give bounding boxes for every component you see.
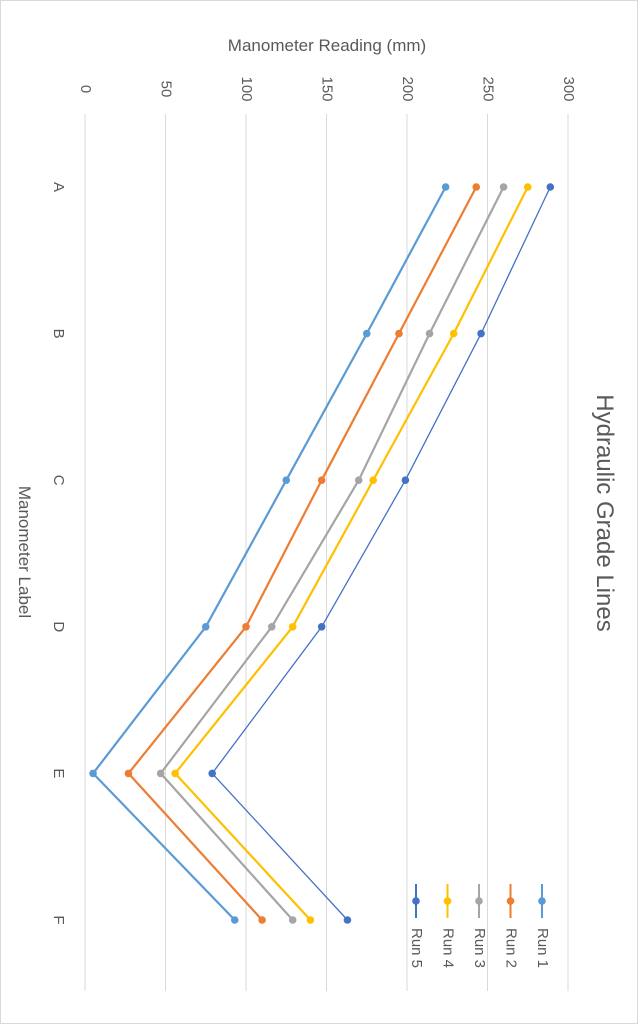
data-point [354,476,363,485]
data-point [306,916,315,924]
value-tick-label: 200 [399,76,416,101]
data-point [362,329,371,338]
data-point [369,476,377,485]
value-axis-title: Manometer Reading (mm) [228,36,426,55]
data-point [208,769,216,778]
data-point [499,183,508,191]
data-point [317,476,326,485]
legend-label: Run 5 [408,928,425,968]
data-point [472,183,481,191]
data-point [449,329,458,338]
series-line-run-4 [174,186,529,921]
legend-label: Run 2 [503,928,520,968]
series-line-run-1 [91,186,447,921]
data-point [258,916,266,924]
legend-label: Run 3 [471,928,488,968]
data-point [477,329,485,338]
value-tick-label: 250 [480,76,497,101]
data-point [441,183,450,191]
data-point [288,916,297,924]
series-line-run-5 [211,186,551,921]
data-point [242,623,250,631]
chart-title: Hydraulic Grade Lines [591,394,618,631]
legend-swatch-marker [506,897,515,905]
data-point [171,769,179,778]
value-tick-label: 0 [77,85,94,93]
data-point [124,769,133,778]
legend-swatch-marker [475,897,483,905]
legend-swatch-marker [412,897,420,905]
legend-label: Run 1 [534,928,551,968]
data-point [201,623,210,631]
category-tick-label: C [50,475,67,486]
series-line-run-2 [127,186,478,921]
category-axis-title: Manometer Label [15,486,34,618]
data-point [288,623,297,631]
data-point [395,329,403,338]
data-point [401,476,410,485]
value-tick-label: 150 [319,76,336,101]
category-tick-label: F [50,915,67,924]
data-point [230,916,239,924]
data-point [156,769,165,778]
data-point [546,183,555,191]
value-tick-label: 100 [238,76,255,101]
legend-swatch-marker [538,897,546,905]
category-tick-label: B [50,329,67,339]
data-point [523,183,532,191]
legend-label: Run 4 [440,928,457,968]
data-point [282,476,291,485]
category-tick-label: A [50,182,67,192]
value-tick-label: 50 [158,81,175,98]
data-point [89,769,97,778]
value-tick-label: 300 [560,76,577,101]
category-tick-label: D [50,621,67,632]
legend-swatch-marker [443,897,452,905]
data-point [343,916,352,924]
data-point [425,329,434,338]
category-tick-label: E [50,768,67,778]
data-point [267,623,276,631]
data-point [317,623,326,631]
series-line-run-3 [159,186,505,921]
